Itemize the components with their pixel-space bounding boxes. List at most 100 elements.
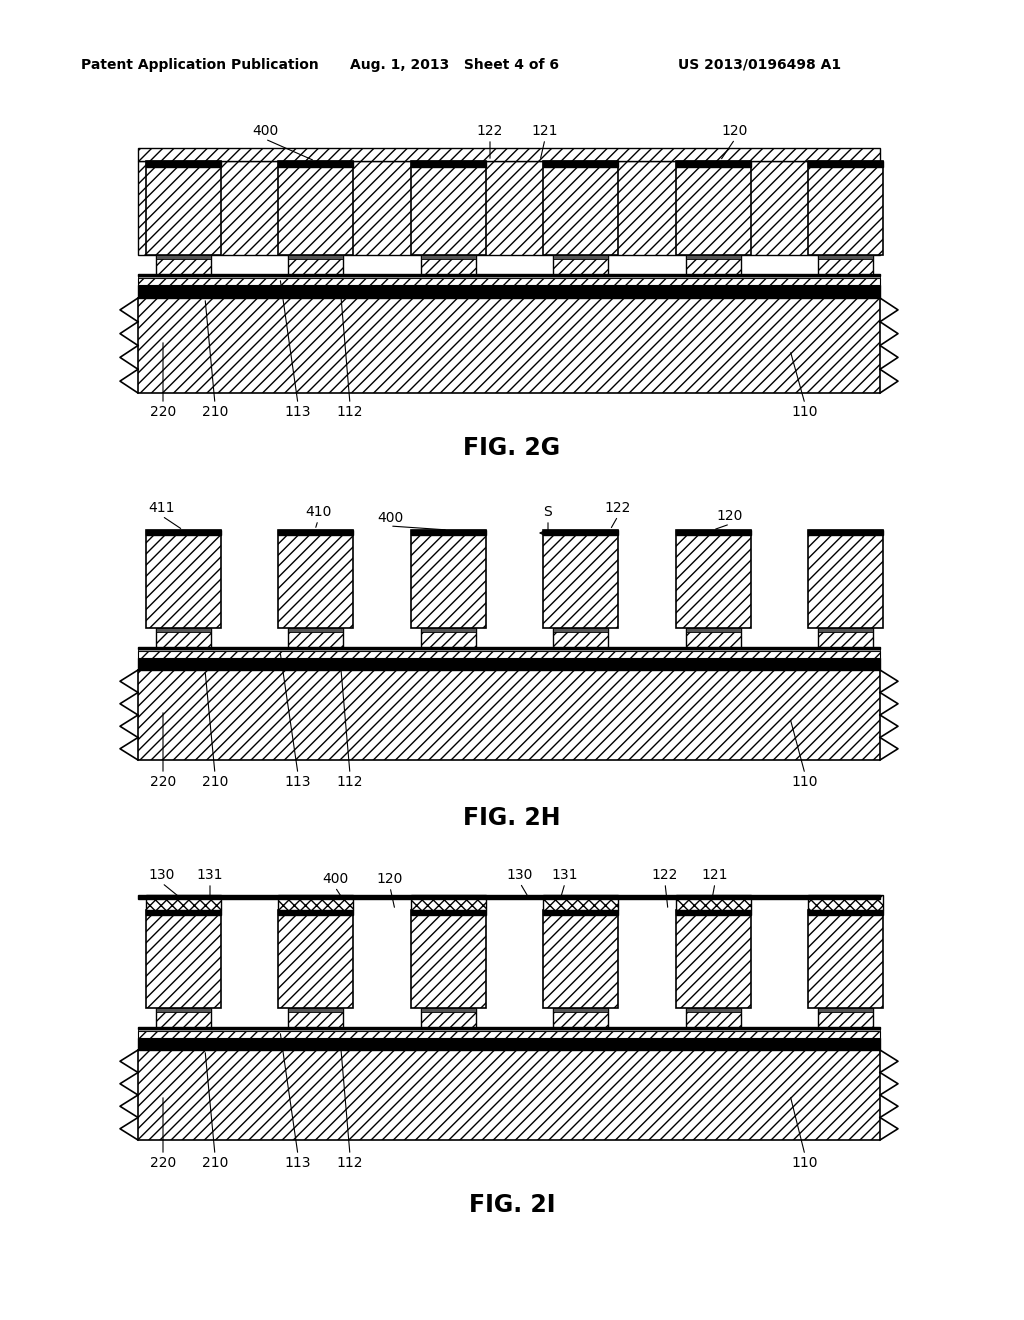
Bar xyxy=(818,1008,873,1012)
Bar xyxy=(543,909,618,915)
Text: 130: 130 xyxy=(148,869,175,882)
Text: 400: 400 xyxy=(377,511,403,525)
Bar xyxy=(676,531,751,628)
Bar xyxy=(676,909,751,915)
Text: 120: 120 xyxy=(377,873,403,886)
Text: 131: 131 xyxy=(197,869,223,882)
Bar xyxy=(808,161,883,168)
Text: FIG. 2I: FIG. 2I xyxy=(469,1193,555,1217)
Bar xyxy=(278,909,353,1008)
Bar xyxy=(138,1027,880,1030)
Bar xyxy=(138,298,880,393)
Bar xyxy=(818,628,873,632)
Text: 122: 122 xyxy=(652,869,678,882)
Bar xyxy=(138,647,880,651)
Bar xyxy=(808,895,883,909)
Bar xyxy=(421,628,476,647)
Bar xyxy=(138,279,880,285)
Bar xyxy=(146,161,221,168)
Bar xyxy=(156,255,211,275)
Bar xyxy=(138,275,880,279)
Bar xyxy=(138,651,880,657)
Text: 120: 120 xyxy=(717,510,743,523)
Bar xyxy=(421,628,476,632)
Bar xyxy=(686,628,741,647)
Bar xyxy=(411,161,486,168)
Text: S: S xyxy=(544,506,552,519)
Bar xyxy=(818,255,873,259)
Bar xyxy=(138,1031,880,1038)
Bar xyxy=(676,531,751,535)
Bar xyxy=(146,531,221,628)
Bar xyxy=(553,628,608,632)
Bar xyxy=(686,1008,741,1012)
Bar xyxy=(288,628,343,632)
Bar xyxy=(553,1008,608,1027)
Text: 210: 210 xyxy=(202,405,228,418)
Bar xyxy=(818,628,873,647)
Text: 112: 112 xyxy=(337,405,364,418)
Bar xyxy=(156,628,211,647)
Text: 210: 210 xyxy=(202,775,228,789)
Bar xyxy=(138,161,880,255)
Bar xyxy=(553,628,608,647)
Bar xyxy=(156,628,211,632)
Text: Aug. 1, 2013   Sheet 4 of 6: Aug. 1, 2013 Sheet 4 of 6 xyxy=(350,58,559,73)
Bar xyxy=(288,255,343,275)
Text: FIG. 2H: FIG. 2H xyxy=(463,807,561,830)
Bar xyxy=(156,1008,211,1027)
Bar xyxy=(278,909,353,915)
Bar xyxy=(138,671,880,760)
Text: 210: 210 xyxy=(202,1156,228,1170)
Text: 113: 113 xyxy=(285,405,311,418)
Bar xyxy=(138,148,880,161)
Bar xyxy=(686,255,741,259)
Text: 411: 411 xyxy=(148,502,175,515)
Text: 122: 122 xyxy=(477,124,503,139)
Text: 121: 121 xyxy=(531,124,558,139)
Bar xyxy=(808,909,883,1008)
Bar xyxy=(138,1038,880,1049)
Bar xyxy=(421,255,476,275)
Bar xyxy=(543,161,618,168)
Text: FIG. 2G: FIG. 2G xyxy=(464,436,560,459)
Bar xyxy=(676,895,751,909)
Bar xyxy=(288,628,343,647)
Bar xyxy=(146,895,221,909)
Text: 220: 220 xyxy=(150,1156,176,1170)
Bar xyxy=(808,531,883,628)
Bar xyxy=(146,161,221,255)
Bar xyxy=(146,909,221,1008)
Text: 113: 113 xyxy=(285,1156,311,1170)
Text: 110: 110 xyxy=(792,405,818,418)
Bar xyxy=(138,285,880,298)
Bar xyxy=(411,531,486,535)
Bar xyxy=(543,909,618,1008)
Bar xyxy=(686,628,741,632)
Bar xyxy=(676,161,751,255)
Bar xyxy=(543,895,618,909)
Bar xyxy=(156,1008,211,1012)
Bar xyxy=(138,1027,880,1031)
Text: 131: 131 xyxy=(552,869,579,882)
Bar xyxy=(411,909,486,1008)
Bar xyxy=(138,275,880,276)
Bar xyxy=(553,255,608,259)
Bar xyxy=(818,1008,873,1027)
Bar xyxy=(411,531,486,628)
Bar xyxy=(138,657,880,671)
Bar xyxy=(553,255,608,275)
Bar xyxy=(138,895,880,899)
Bar xyxy=(288,1008,343,1027)
Bar xyxy=(421,255,476,259)
Text: US 2013/0196498 A1: US 2013/0196498 A1 xyxy=(679,58,842,73)
Text: 110: 110 xyxy=(792,775,818,789)
Bar xyxy=(278,531,353,628)
Bar xyxy=(156,255,211,259)
Bar xyxy=(278,895,353,909)
Text: 220: 220 xyxy=(150,775,176,789)
Bar xyxy=(808,909,883,915)
Bar xyxy=(808,531,883,535)
Bar xyxy=(411,161,486,255)
Bar xyxy=(146,531,221,535)
